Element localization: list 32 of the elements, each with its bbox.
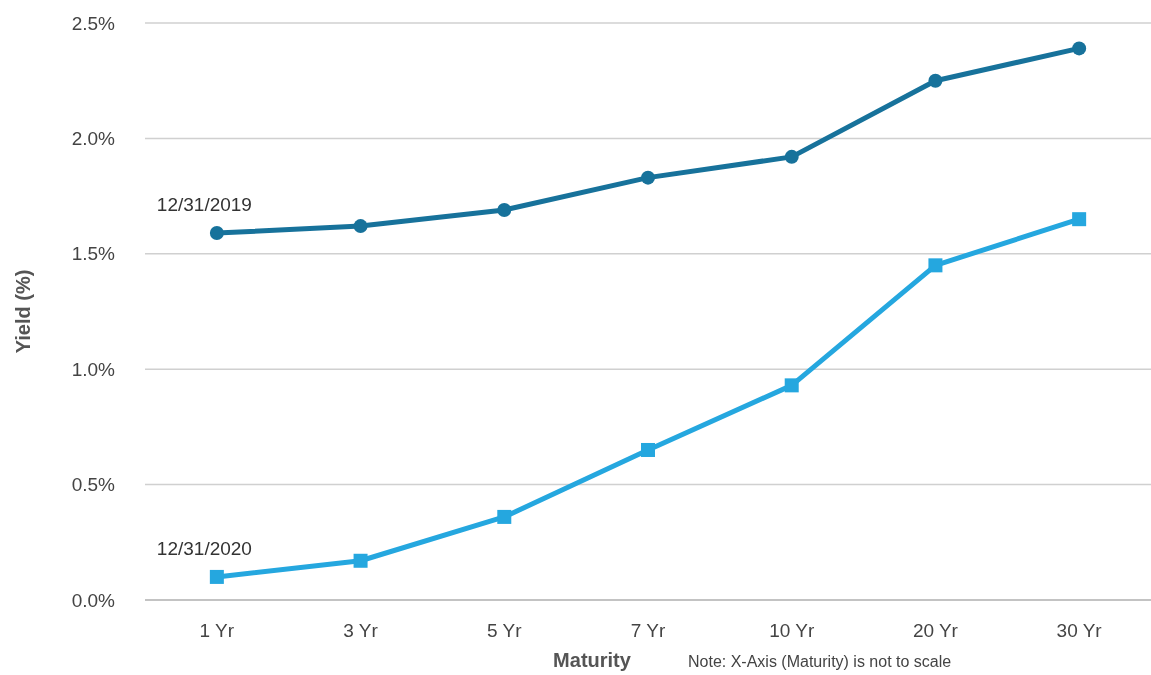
y-tick-label: 1.5% [71, 243, 116, 265]
series-label: 12/31/2020 [156, 537, 252, 559]
x-tick-label: 10 Yr [769, 620, 815, 641]
y-tick-label: 2.0% [71, 128, 116, 150]
x-axis-title: Maturity [553, 649, 632, 671]
y-tick-label: 0.5% [71, 474, 116, 496]
x-tick-label: 7 Yr [630, 620, 666, 641]
point [353, 553, 368, 568]
point [209, 226, 224, 241]
point [209, 569, 224, 584]
point [641, 170, 655, 185]
text: Note: X-Axis (Maturity) is not to scale [688, 653, 952, 670]
point [784, 149, 799, 164]
point [641, 442, 655, 457]
x-tick-label: 5 Yr [487, 620, 523, 641]
x-tick-label: 1 Yr [199, 620, 235, 641]
series-label: 12/31/2019 [156, 194, 252, 216]
point [497, 202, 512, 217]
point [353, 219, 368, 234]
x-tick-label: 30 Yr [1056, 620, 1103, 641]
point [497, 509, 512, 524]
y-tick-label: 1.0% [71, 358, 116, 380]
point [928, 258, 943, 273]
x-tick-label: 20 Yr [912, 620, 959, 641]
y-axis-title: Yield (%) [12, 269, 34, 354]
point [1072, 212, 1087, 227]
y-tick-label: 2.5% [71, 12, 116, 34]
x-tick-label: 3 Yr [343, 620, 379, 641]
y-tick-label: 0.0% [71, 589, 116, 611]
point [928, 73, 943, 88]
point [784, 378, 799, 393]
point [1072, 41, 1087, 56]
